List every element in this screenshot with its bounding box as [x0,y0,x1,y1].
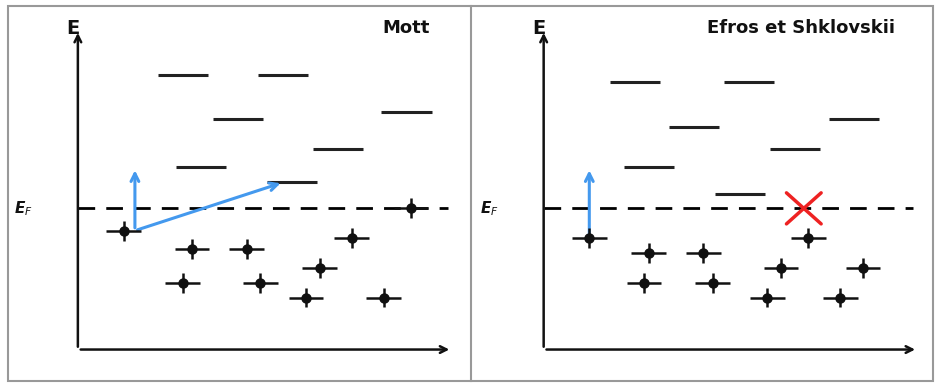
Text: E$_F$: E$_F$ [480,199,499,218]
Text: Efros et Shklovskii: Efros et Shklovskii [707,19,895,37]
Text: Mott: Mott [382,19,429,37]
Text: E: E [533,19,546,38]
Text: E: E [67,19,80,38]
Text: E$_F$: E$_F$ [14,199,33,218]
FancyBboxPatch shape [8,6,933,381]
